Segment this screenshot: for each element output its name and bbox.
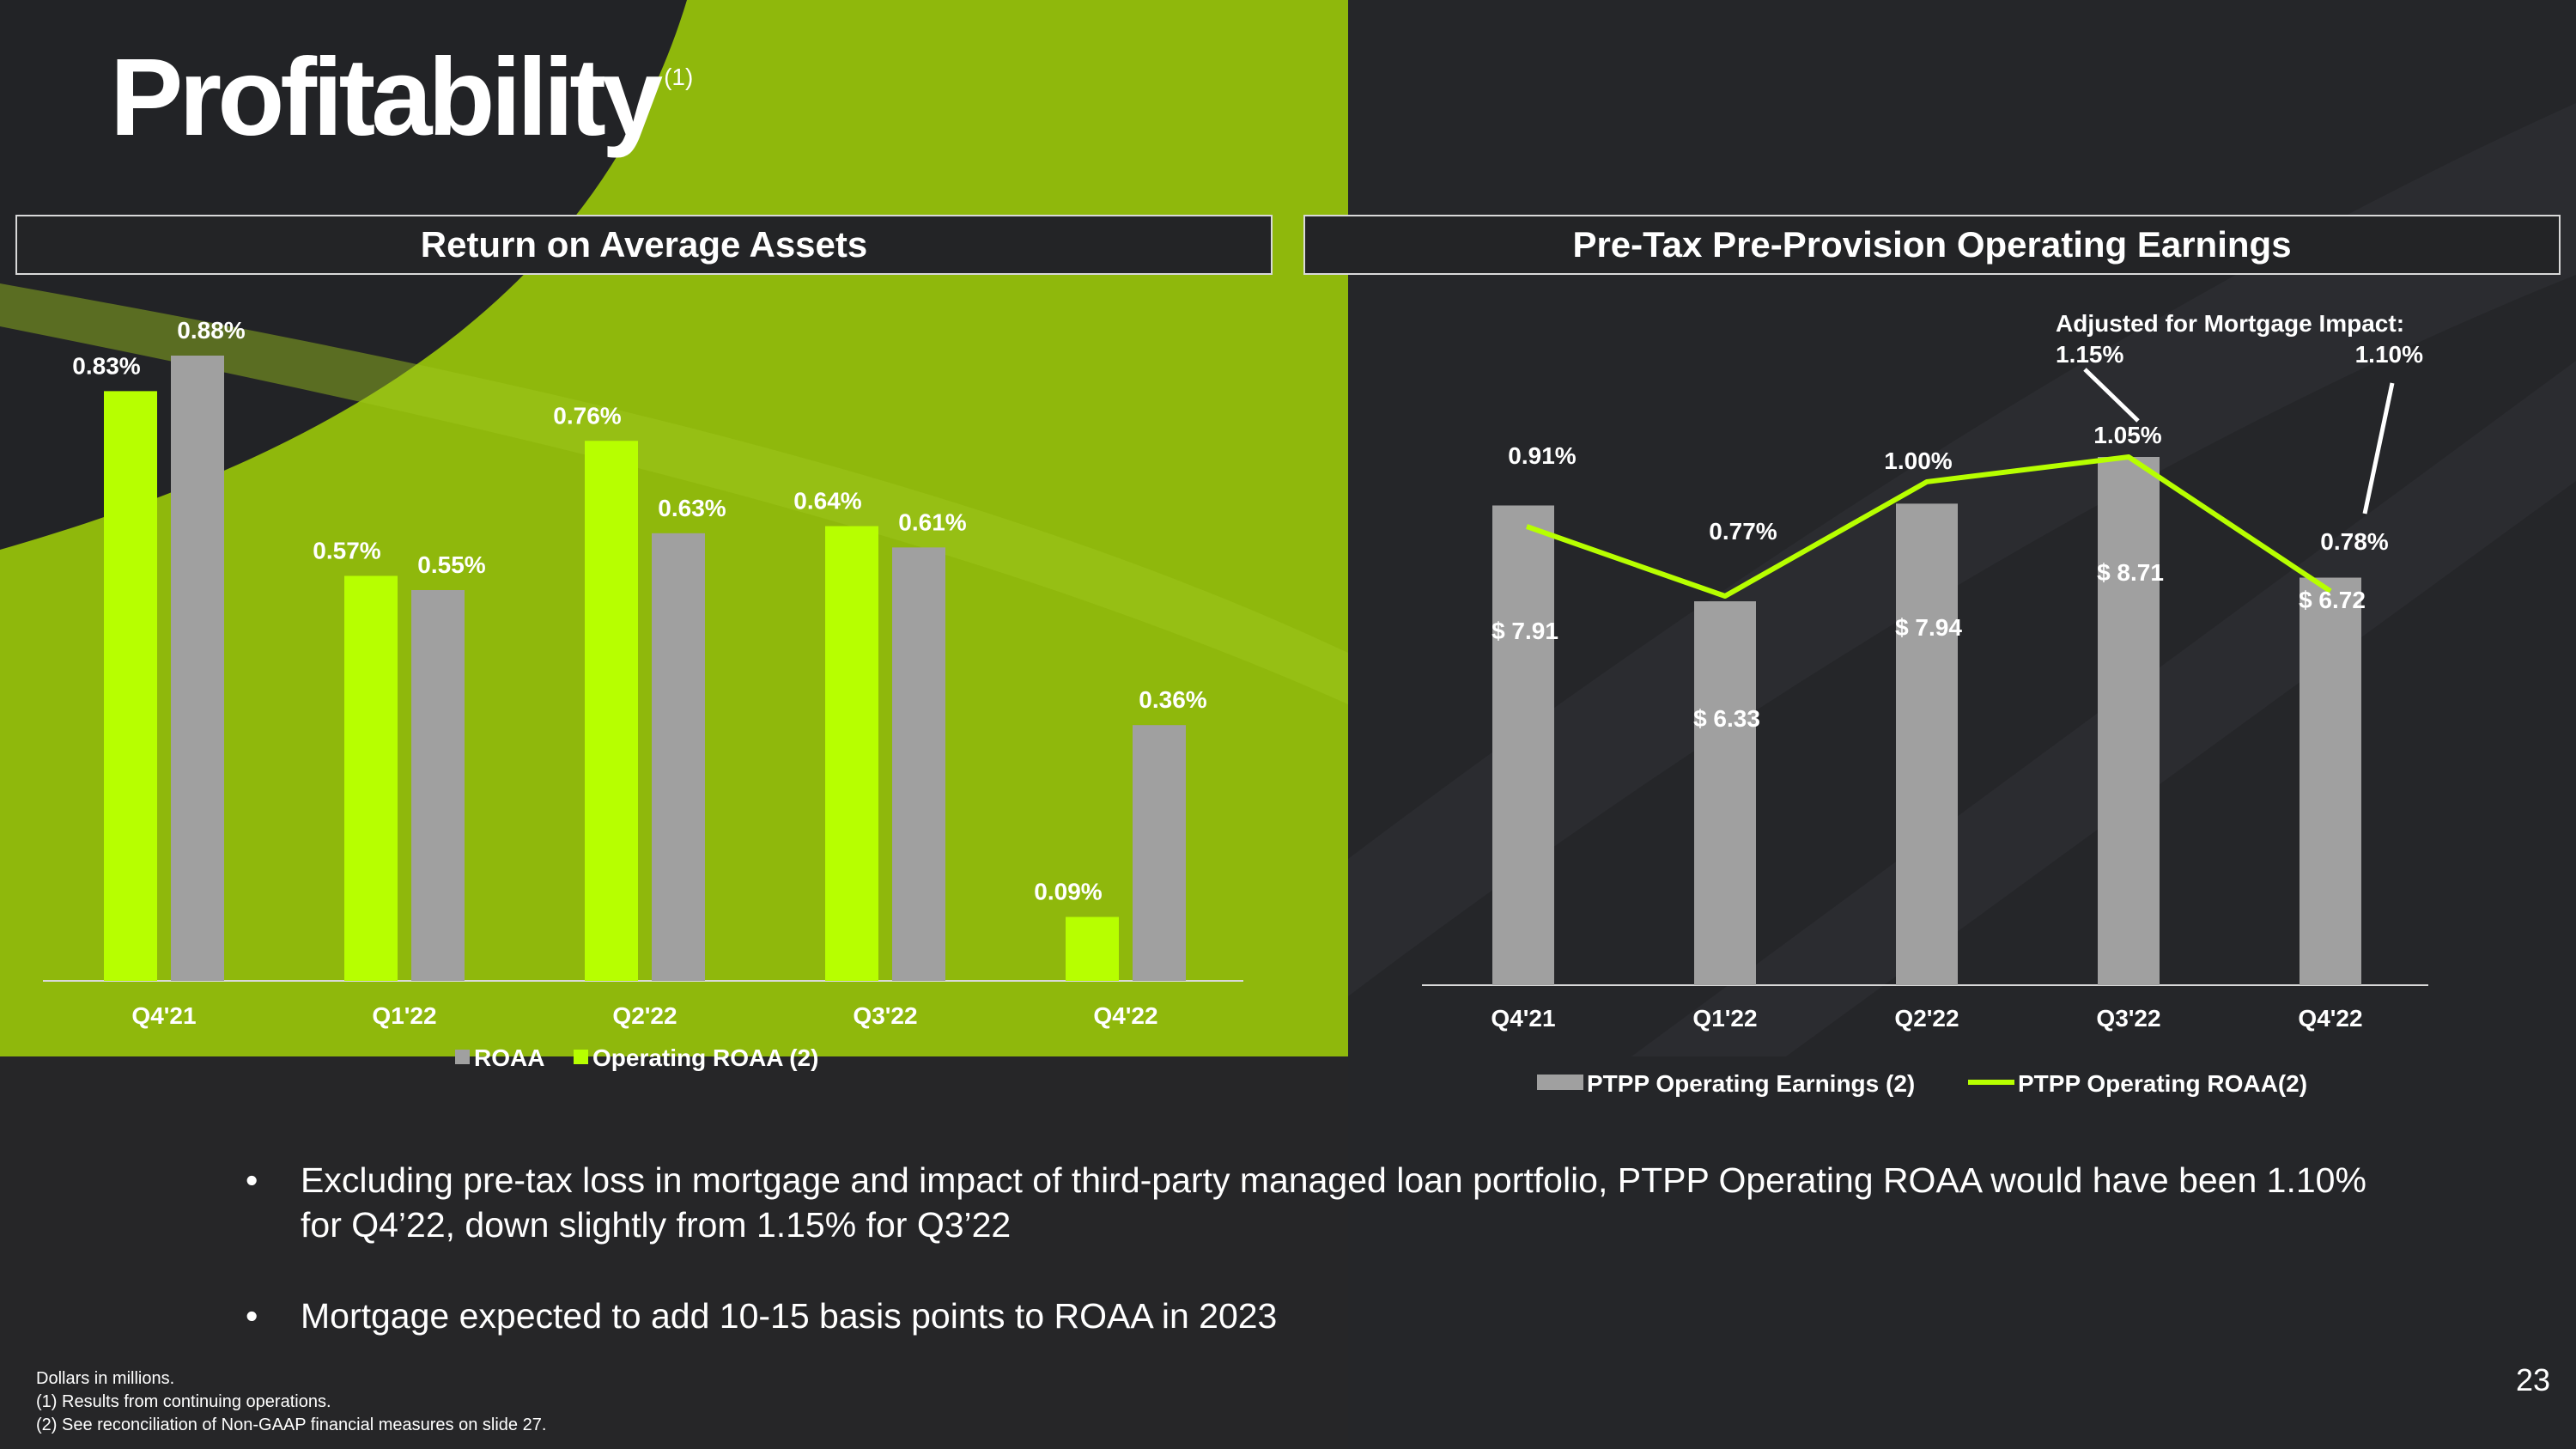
roaa-bar-chart: 0.83% 0.88% Q4'21 0.57% 0.55% Q1'22 0.76% 0.63%… [43, 317, 1243, 1071]
bullet-item: • Excluding pre-tax loss in mortgage and … [232, 1158, 2379, 1247]
roaa-category-label: Q3'22 [853, 1002, 917, 1029]
ptpp-category-label: Q1'22 [1692, 1005, 1757, 1032]
ptpp-roaa-value-label: 0.91% [1508, 442, 1576, 469]
footnotes: Dollars in millions. (1) Results from co… [36, 1367, 546, 1437]
ptpp-earnings-value-label: $ 6.33 [1693, 705, 1760, 732]
roaa-operating-bar [1066, 916, 1119, 981]
mortgage-annotation-q3-value: 1.15% [2056, 341, 2123, 368]
roaa-operating-bar [344, 575, 398, 981]
ptpp-roaa-value-label: 0.78% [2320, 528, 2388, 555]
roaa-category-label: Q2'22 [612, 1002, 677, 1029]
mortgage-annotation-q4-pointer [2362, 382, 2395, 514]
roaa-operating-value-label: 0.76% [553, 402, 621, 429]
ptpp-roaa-line [1526, 454, 2332, 599]
operating-roaa-legend-label: Operating ROAA (2) [592, 1044, 818, 1071]
ptpp-roaa-legend-label: PTPP Operating ROAA(2) [2018, 1070, 2307, 1097]
bullet-item: • Mortgage expected to add 10-15 basis po… [232, 1294, 2379, 1338]
ptpp-category-label: Q2'22 [1894, 1005, 1959, 1032]
bullet-symbol: • [246, 1296, 258, 1336]
roaa-operating-bar [104, 391, 157, 981]
roaa-bar [411, 590, 465, 981]
page-number: 23 [2516, 1362, 2551, 1397]
ptpp-combo-chart: Q4'21 Q1'22 Q2'22 Q3'22 Q4'22 $ 7.91 $ 6.33 $ 7… [1422, 310, 2428, 1097]
ptpp-earnings-bar [1694, 601, 1756, 985]
roaa-operating-bar [585, 441, 638, 981]
ptpp-earnings-value-label: $ 7.91 [1492, 618, 1558, 644]
ptpp-earnings-value-label: $ 7.94 [1895, 614, 1962, 641]
roaa-category-label: Q1'22 [372, 1002, 436, 1029]
mortgage-annotation-q4-value: 1.10% [2355, 341, 2423, 368]
ptpp-panel-title: Pre-Tax Pre-Provision Operating Earnings [1572, 224, 2292, 265]
bullet-symbol: • [246, 1160, 258, 1200]
ptpp-panel-header: Pre-Tax Pre-Provision Operating Earnings [1303, 215, 2561, 275]
ptpp-earnings-value-label: $ 8.71 [2097, 559, 2164, 586]
roaa-operating-value-label: 0.57% [313, 537, 380, 563]
ptpp-earnings-legend-label: PTPP Operating Earnings (2) [1587, 1070, 1915, 1097]
roaa-operating-bar [825, 526, 878, 981]
roaa-value-label: 0.88% [177, 317, 245, 344]
page-title-text: Profitability [110, 36, 663, 159]
roaa-bar [652, 533, 705, 981]
bullet-text: Excluding pre-tax loss in mortgage and i… [301, 1160, 2366, 1245]
roaa-operating-value-label: 0.83% [72, 352, 140, 379]
footnote: (2) See reconciliation of Non-GAAP finan… [36, 1416, 547, 1434]
mortgage-annotation-q3-pointer [2083, 368, 2140, 423]
page-title: Profitability (1) [110, 43, 693, 153]
roaa-panel-header: Return on Average Assets [15, 215, 1273, 275]
roaa-panel-title: Return on Average Assets [420, 224, 868, 265]
ptpp-roaa-value-label: 1.00% [1884, 447, 1952, 474]
roaa-legend-swatch [455, 1050, 470, 1064]
ptpp-category-label: Q4'22 [2298, 1005, 2362, 1032]
mortgage-annotation-heading: Adjusted for Mortgage Impact: [2056, 310, 2404, 337]
roaa-category-label: Q4'21 [131, 1002, 196, 1029]
ptpp-roaa-value-label: 0.77% [1709, 518, 1777, 545]
footnote: Dollars in millions. [36, 1369, 175, 1388]
roaa-value-label: 0.55% [417, 551, 485, 578]
ptpp-earnings-bar [2098, 457, 2160, 985]
roaa-legend-label: ROAA [474, 1044, 544, 1071]
roaa-operating-value-label: 0.64% [793, 488, 861, 514]
roaa-value-label: 0.63% [658, 495, 726, 521]
ptpp-earnings-value-label: $ 6.72 [2299, 587, 2366, 613]
footnote: (1) Results from continuing operations. [36, 1392, 331, 1411]
operating-roaa-legend-swatch [574, 1050, 588, 1064]
bullet-text: Mortgage expected to add 10-15 basis poi… [301, 1296, 1278, 1336]
ptpp-category-label: Q3'22 [2096, 1005, 2160, 1032]
title-footnote-marker: (1) [664, 64, 694, 90]
ptpp-category-label: Q4'21 [1491, 1005, 1555, 1032]
roaa-value-label: 0.61% [898, 508, 966, 535]
ptpp-earnings-bar [1492, 505, 1554, 985]
roaa-category-label: Q4'22 [1093, 1002, 1157, 1029]
roaa-bar [171, 356, 224, 981]
ptpp-earnings-legend-swatch [1537, 1075, 1583, 1090]
roaa-bar [1133, 725, 1186, 981]
ptpp-earnings-bar [2300, 577, 2361, 985]
ptpp-roaa-value-label: 1.05% [2093, 422, 2161, 448]
roaa-value-label: 0.36% [1139, 686, 1206, 713]
ptpp-earnings-bar [1896, 503, 1958, 985]
roaa-operating-value-label: 0.09% [1034, 879, 1102, 905]
bullet-list: • Excluding pre-tax loss in mortgage and … [232, 1158, 2379, 1385]
roaa-bar [892, 547, 945, 981]
